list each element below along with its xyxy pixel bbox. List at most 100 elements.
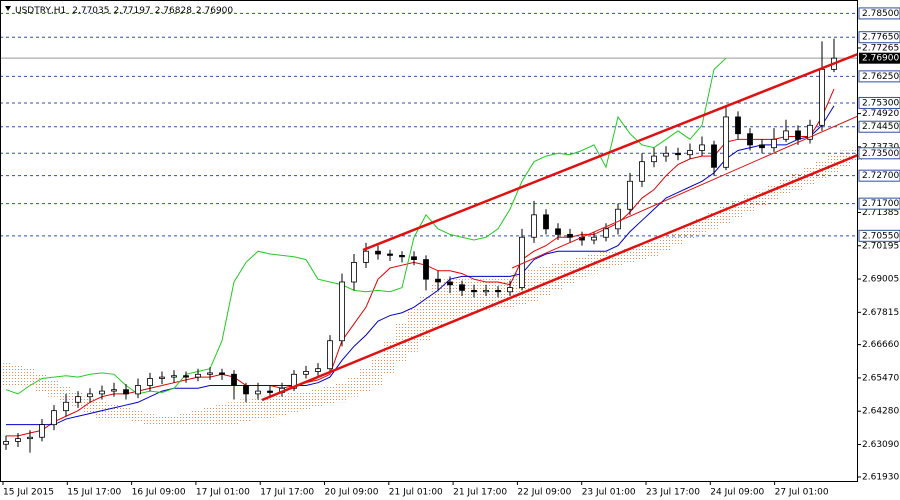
cloud-slice [444,279,456,322]
candle-body [27,436,33,440]
candle-body [663,152,669,157]
candle-body [243,385,249,395]
cloud-slice [552,262,564,291]
candle-body [15,438,21,442]
candle-body [687,150,693,156]
candle-body [759,144,765,149]
indicator-line [6,88,835,437]
x-tick-label: 17 Jul 17:00 [260,488,314,498]
cloud-slice [24,368,36,386]
x-tick-label: 17 Jul 01:00 [196,488,250,498]
candle-body [315,368,321,372]
level-label: 2.78500 [862,9,899,19]
cloud-slice [36,374,48,392]
candle-body [339,281,345,342]
cloud-slice [12,365,24,386]
level-label: 2.71700 [862,199,899,209]
candle-body [3,441,9,445]
cloud-slice [372,357,384,386]
channel-middle [511,115,859,269]
level-label-box [858,31,900,44]
candle-body [195,373,201,378]
y-tick-label: 2.69005 [862,275,899,285]
level-label: 2.77650 [862,33,899,43]
level-label: 2.73500 [862,149,899,159]
candle-body [183,375,189,378]
x-tick-label: 16 Jul 09:00 [132,488,186,498]
candle-body [303,371,309,375]
cloud-slice [228,402,240,425]
level-label-box [858,96,900,109]
candle-body [471,289,477,293]
candle-body [159,376,165,379]
candle-body [171,375,177,378]
candle-body [567,234,573,238]
level-label-box [858,120,900,133]
cloud-slice [252,396,264,420]
candle-body [615,208,621,230]
candle-body [387,253,393,256]
cloud-slice [48,379,60,397]
cloud-slice [648,242,660,257]
cloud-slice [288,391,300,414]
candle-body [255,390,261,395]
candle-body [63,401,69,412]
cloud-slice [144,413,156,425]
candle-body [411,256,417,261]
cloud-slice [408,307,420,352]
candle-body [267,390,273,393]
y-tick-label: 2.61930 [862,472,899,482]
cloud-slice [216,405,228,425]
cloud-slice [540,265,552,296]
candle-body [783,130,789,140]
cloud-slice [636,245,648,260]
candle-body [75,396,81,403]
candle-body [231,373,237,386]
candle-body [591,236,597,241]
level-label: 2.75300 [862,98,899,108]
candle-body [675,152,681,156]
y-tick-label: 2.63090 [862,440,899,450]
candle-body [147,378,153,386]
candle-body [723,116,729,168]
candle-body [207,372,213,375]
candle-layer [3,38,837,453]
candle-body [363,250,369,263]
header-value: 2.77035 [72,6,109,16]
current-price-label: 2.76900 [862,54,899,64]
cloud-slice [432,284,444,330]
candle-body [699,144,705,151]
cloud-slice [672,231,684,246]
symbol: USDTRY,H1 [15,6,66,16]
candle-body [603,228,609,238]
cloud-slice [180,413,192,425]
current-price-box [859,52,900,64]
cloud-slice [300,391,312,411]
channel [261,52,859,402]
y-tick-label: 2.67815 [862,308,899,318]
level-label-box [858,70,900,83]
candle-body [795,130,801,140]
cloud-slice [660,237,672,252]
candle-body [459,284,465,291]
plot-frame [0,0,858,482]
cloud-slice [276,393,288,417]
x-tick-label: 24 Jul 09:00 [710,488,764,498]
cloud-slice [240,399,252,422]
y-tick-label: 2.70195 [862,241,899,251]
y-tick-label: 2.77265 [862,43,899,53]
level-label: 2.72700 [862,171,899,181]
y-tick-label: 2.65470 [862,373,899,383]
candle-body [39,424,45,438]
cloud-slice [792,172,804,190]
cloud-slice [120,407,132,420]
x-tick-label: 21 Jul 17:00 [453,488,507,498]
level-label: 2.74450 [862,122,899,132]
cloud-slice [156,416,168,425]
candle-body [651,155,657,163]
header-value: 2.76828 [155,6,192,16]
y-tick-label: 2.64280 [862,407,899,417]
candle-body [771,138,777,149]
